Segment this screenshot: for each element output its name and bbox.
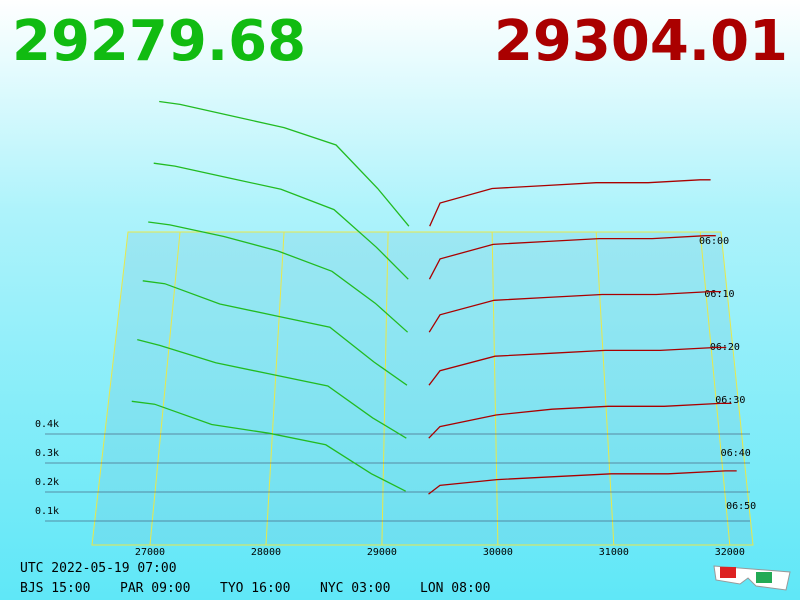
bids-curve [148, 221, 409, 333]
x-tick-label: 31000 [599, 547, 629, 558]
utc-time: UTC 2022-05-19 07:00 [20, 561, 177, 576]
asks-curve [428, 290, 722, 333]
x-tick-label: 32000 [715, 547, 745, 558]
asks-curve [428, 235, 716, 280]
asks-curve [428, 470, 737, 495]
x-tick-label: 29000 [367, 547, 397, 558]
time-tick-label: 06:50 [726, 501, 756, 512]
floor [91, 231, 754, 546]
grid-line [491, 231, 499, 546]
bids-curve [142, 280, 408, 386]
time-tick-label: 06:00 [699, 236, 729, 247]
x-tick-label: 30000 [483, 547, 513, 558]
grid-line [699, 231, 731, 546]
x-tick-label: 28000 [251, 547, 281, 558]
zone-time: LON 08:00 [420, 581, 490, 596]
zone-time: PAR 09:00 [120, 581, 190, 596]
ask-price: 29304.01 [494, 9, 788, 74]
zone-time: NYC 03:00 [320, 581, 390, 596]
asks-curve [428, 402, 732, 439]
bids-curve [159, 100, 410, 227]
y-tick-label: 0.4k [35, 419, 59, 430]
asks-curve [429, 179, 711, 227]
grid-line [149, 231, 181, 546]
bids-curve [137, 338, 407, 439]
y-tick-label: 0.1k [35, 506, 59, 517]
time-tick-label: 06:10 [704, 289, 734, 300]
grid-line [595, 231, 615, 546]
zone-time: BJS 15:00 [20, 581, 90, 596]
grid-line [265, 231, 285, 546]
y-tick-label: 0.3k [35, 448, 59, 459]
asks-curve [428, 346, 727, 386]
zone-time: TYO 16:00 [220, 581, 290, 596]
time-tick-label: 06:40 [721, 448, 751, 459]
time-tick-label: 06:30 [715, 395, 745, 406]
glasses-icon [713, 565, 791, 591]
bids-curve [131, 400, 406, 492]
grid-line [381, 231, 389, 546]
y-tick-label: 0.2k [35, 477, 59, 488]
bid-price: 29279.68 [12, 9, 306, 74]
x-tick-label: 27000 [135, 547, 165, 558]
bids-curve [153, 162, 409, 280]
